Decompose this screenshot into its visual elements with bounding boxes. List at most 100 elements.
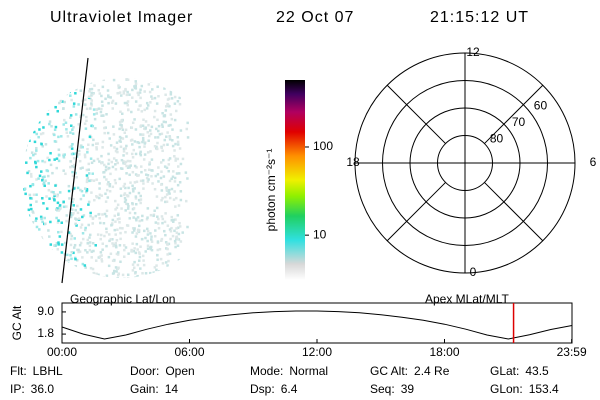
image-pixel [112, 125, 115, 128]
image-pixel [87, 223, 90, 227]
image-pixel [125, 172, 128, 175]
image-pixel [127, 205, 130, 208]
image-pixel [131, 263, 135, 266]
image-pixel [161, 262, 165, 265]
image-pixel [136, 228, 140, 232]
image-pixel [186, 82, 189, 86]
image-pixel [111, 99, 115, 103]
image-pixel [151, 79, 155, 82]
image-pixel [160, 78, 163, 80]
image-pixel [60, 85, 63, 88]
image-pixel [98, 78, 101, 80]
image-pixel [31, 226, 34, 230]
image-pixel [39, 132, 43, 136]
image-pixel [69, 80, 72, 84]
image-pixel [126, 103, 129, 107]
image-pixel [60, 251, 64, 254]
image-pixel [133, 164, 137, 168]
image-pixel [40, 237, 44, 241]
x-tick-label: 06:00 [174, 345, 204, 359]
image-pixel [176, 140, 180, 144]
image-pixel [141, 140, 144, 144]
image-pixel [91, 217, 95, 220]
image-pixel [123, 277, 126, 278]
image-pixel [35, 178, 38, 181]
image-pixel [122, 92, 126, 95]
image-pixel [126, 159, 130, 163]
image-pixel [146, 174, 150, 177]
info-label: Dsp: [250, 382, 275, 396]
image-pixel [100, 260, 104, 263]
image-pixel [179, 162, 183, 166]
image-pixel [32, 88, 36, 91]
image-pixel [33, 140, 37, 144]
image-pixel [70, 152, 74, 156]
image-pixel [100, 94, 103, 98]
image-pixel [78, 276, 82, 278]
image-pixel [114, 233, 117, 236]
image-pixel [62, 123, 65, 126]
image-pixel [119, 110, 122, 114]
image-pixel [161, 149, 164, 153]
image-pixel [137, 198, 141, 202]
image-pixel [85, 178, 89, 182]
image-pixel [23, 83, 26, 87]
image-pixel [79, 275, 82, 278]
image-pixel [131, 121, 135, 125]
image-pixel [124, 209, 127, 212]
image-pixel [68, 90, 71, 94]
image-pixel [107, 162, 110, 166]
image-pixel [24, 148, 28, 152]
image-pixel [42, 202, 45, 205]
image-pixel [85, 190, 88, 194]
image-pixel [71, 170, 74, 174]
image-pixel [48, 261, 51, 265]
image-pixel [117, 213, 120, 216]
image-pixel [89, 107, 92, 110]
image-pixel [23, 120, 26, 123]
image-pixel [161, 196, 164, 200]
image-pixel [134, 173, 138, 176]
image-pixel [120, 207, 123, 210]
image-pixel [134, 78, 137, 79]
image-pixel [181, 231, 184, 234]
image-pixel [186, 136, 190, 139]
image-pixel [89, 157, 93, 160]
image-pixel [124, 160, 128, 164]
image-pixel [100, 100, 104, 103]
image-pixel [24, 120, 28, 123]
image-pixel [67, 85, 70, 88]
image-pixel [90, 161, 94, 165]
image-pixel [178, 102, 182, 106]
image-pixel [145, 217, 149, 221]
image-pixel [103, 212, 107, 216]
image-pixel [44, 222, 47, 226]
image-pixel [157, 78, 161, 80]
image-pixel [146, 180, 150, 183]
image-pixel [70, 250, 74, 254]
image-pixel [85, 107, 89, 111]
image-pixel [25, 239, 29, 243]
image-pixel [117, 91, 120, 95]
image-pixel [123, 131, 127, 134]
image-pixel [57, 159, 61, 163]
image-pixel [93, 117, 97, 121]
image-pixel [44, 91, 47, 95]
image-pixel [139, 153, 143, 157]
image-pixel [81, 215, 84, 219]
image-pixel [34, 219, 38, 223]
image-pixel [88, 78, 92, 81]
image-pixel [119, 145, 123, 149]
image-pixel [35, 270, 38, 274]
image-pixel [170, 177, 173, 181]
image-pixel [85, 189, 89, 192]
image-pixel [108, 184, 111, 188]
image-pixel [105, 214, 108, 218]
image-pixel [163, 229, 166, 233]
image-pixel [56, 221, 60, 224]
image-pixel [160, 189, 164, 192]
image-pixel [52, 83, 55, 86]
image-pixel [56, 201, 60, 205]
image-pixel [146, 151, 150, 154]
image-pixel [137, 108, 140, 111]
